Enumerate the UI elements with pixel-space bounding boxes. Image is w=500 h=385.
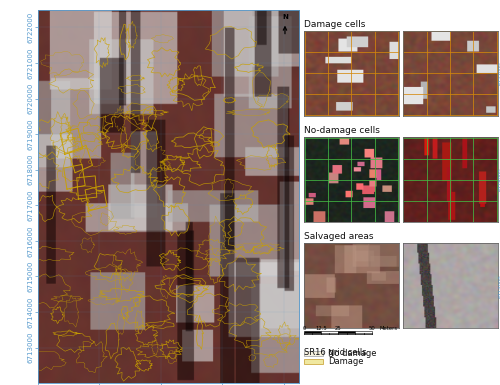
Text: No damage: No damage [328, 349, 376, 358]
Text: Meters: Meters [380, 326, 398, 331]
Text: No-damage cells: No-damage cells [304, 126, 380, 135]
Text: 6718000: 6718000 [499, 168, 500, 191]
Bar [304, 359, 324, 365]
Text: 50: 50 [368, 326, 376, 331]
Text: 0: 0 [302, 326, 306, 331]
Text: Damage: Damage [328, 357, 364, 367]
Bar [304, 331, 321, 333]
Bar [304, 351, 324, 356]
Text: Damage cells: Damage cells [304, 20, 366, 29]
Text: 6722000: 6722000 [499, 62, 500, 85]
Bar [321, 331, 338, 333]
Bar [338, 331, 355, 333]
Text: Salvaged areas: Salvaged areas [304, 232, 374, 241]
Text: N: N [282, 14, 288, 20]
Text: SR16 grid cells: SR16 grid cells [304, 348, 366, 357]
Text: 25: 25 [334, 326, 342, 331]
Bar [355, 331, 372, 333]
Text: 6714000: 6714000 [499, 274, 500, 298]
Text: 12.5: 12.5 [315, 326, 327, 331]
